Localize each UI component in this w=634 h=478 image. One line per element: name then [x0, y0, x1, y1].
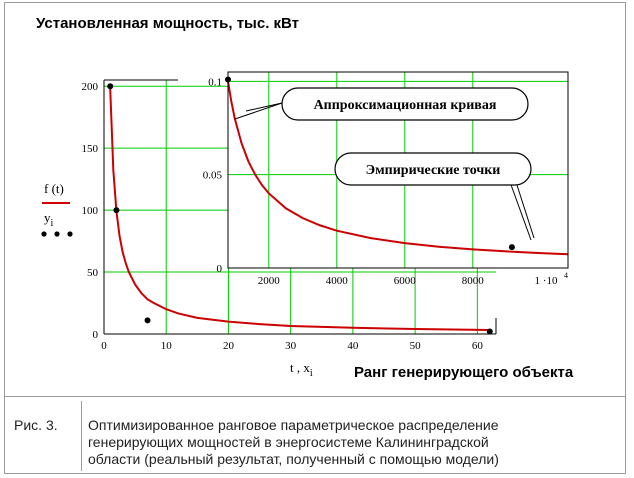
annotation-approx-box [281, 87, 529, 121]
annotation-approx-leader-1 [245, 102, 283, 112]
legend-ft-label: f (t) [44, 181, 64, 196]
inset-x-tick-label-3: 8000 [462, 275, 485, 287]
main-tick-labels: 0 10 20 30 40 50 60 0 50 100 150 200 [82, 81, 484, 352]
caption-row: Рис. 3. Оптимизированное ранговое параме… [4, 396, 626, 474]
main-x-axis-label-base: t , x [290, 360, 310, 375]
main-x-tick-label-6: 60 [472, 340, 484, 352]
annotation-empirical-label: Эмпирические точки [366, 163, 501, 178]
main-x-axis-label: t , xi [290, 360, 313, 379]
main-x-axis-label-subscript: i [310, 368, 313, 379]
main-points [107, 83, 493, 335]
inset-x-tick-label-last-exponent: 4 [564, 271, 568, 280]
inset-border [227, 71, 569, 269]
caption-divider [81, 401, 82, 471]
annotation-empirical: Эмпирические точки [334, 152, 535, 241]
main-x-tick-label-4: 40 [347, 340, 359, 352]
inset-y-tick-label-2: 0.1 [208, 76, 222, 88]
annotation-empirical-box [334, 152, 532, 186]
legend-point-3 [67, 231, 73, 237]
annotation-empirical-leader-1 [509, 181, 532, 241]
annotation-approx: Аппроксимационная кривая [234, 87, 529, 121]
caption-line-3: области (реальный результат, полученный … [88, 451, 499, 467]
inset-x-tick-label-0: 2000 [258, 275, 281, 287]
main-y-tick-label-0: 0 [93, 329, 99, 341]
legend: f (t) yi [41, 181, 73, 237]
legend-yi-base: y [44, 210, 51, 225]
inset-data-point-1 [508, 244, 515, 251]
caption-line-2: генерирующих мощностей в энергосистеме К… [88, 434, 489, 450]
inset-x-tick-label-2: 6000 [394, 275, 417, 287]
main-data-point-3 [486, 328, 493, 335]
chart-title: Установленная мощность, тыс. кВт [36, 15, 300, 32]
main-data-point-0 [107, 83, 114, 90]
main-x-tick-label-3: 30 [285, 340, 297, 352]
main-curve [109, 88, 490, 332]
main-y-tick-label-1: 50 [87, 267, 99, 279]
annotation-approx-leader-2 [234, 102, 283, 120]
main-y-tick-label-3: 150 [82, 143, 99, 155]
legend-yi-subscript: i [51, 218, 54, 229]
inset-x-tick-label-1: 4000 [326, 275, 349, 287]
caption-line-1: Оптимизированное ранговое параметрическо… [88, 417, 499, 433]
inset-tick-labels: 2000 4000 6000 8000 0 0.05 0.1 1 ·10 4 [203, 76, 568, 287]
main-x-tick-label-0: 0 [101, 340, 107, 352]
inset-curve [227, 81, 569, 256]
legend-point-2 [54, 231, 60, 237]
x-axis-title: Ранг генерирующего объекта [354, 364, 574, 381]
annotation-approx-label: Аппроксимационная кривая [314, 98, 497, 113]
figure-frame [4, 2, 626, 474]
main-x-tick-label-2: 20 [223, 340, 235, 352]
inset-x-tick-label-last: 1 ·10 [535, 275, 558, 287]
inset-curve-group [227, 81, 569, 256]
inset-y-tick-label-1: 0.05 [203, 170, 223, 182]
legend-yi-label: yi [44, 210, 54, 229]
caption-number: Рис. 3. [14, 417, 58, 433]
main-curve-group [109, 88, 490, 332]
main-y-tick-label-4: 200 [82, 81, 99, 93]
main-x-tick-label-1: 10 [161, 340, 173, 352]
annotation-empirical-leader-2 [515, 181, 535, 239]
main-y-tick-label-2: 100 [82, 205, 99, 217]
caption-text: Оптимизированное ранговое параметрическо… [88, 417, 499, 468]
main-data-point-1 [113, 207, 120, 214]
inset-y-tick-label-0: 0 [217, 263, 223, 275]
legend-point-1 [41, 231, 47, 237]
main-data-point-2 [144, 317, 151, 324]
main-x-tick-label-5: 50 [410, 340, 422, 352]
